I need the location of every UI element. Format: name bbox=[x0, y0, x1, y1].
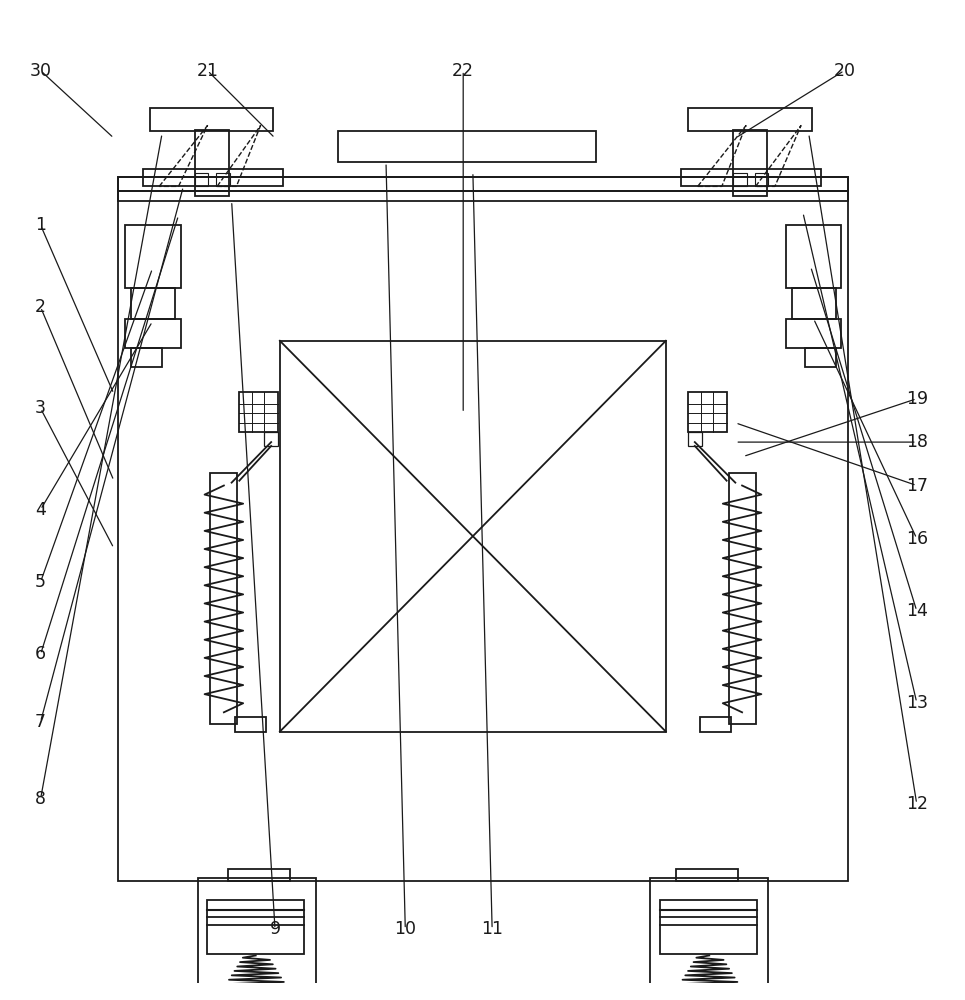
Text: 1: 1 bbox=[35, 216, 46, 234]
Bar bbox=[195, 173, 208, 186]
Bar bbox=[650, 878, 768, 1000]
Text: 16: 16 bbox=[906, 530, 927, 548]
Bar bbox=[280, 341, 666, 732]
Bar bbox=[688, 432, 702, 446]
Bar bbox=[688, 392, 727, 432]
Bar bbox=[210, 473, 237, 724]
Bar bbox=[195, 130, 229, 196]
Text: 30: 30 bbox=[30, 62, 51, 80]
Bar bbox=[118, 177, 848, 191]
Bar bbox=[733, 173, 747, 186]
Bar bbox=[143, 169, 283, 186]
Text: 19: 19 bbox=[906, 390, 927, 408]
Bar bbox=[681, 169, 821, 186]
Bar bbox=[125, 225, 181, 288]
Text: 6: 6 bbox=[35, 645, 46, 663]
Bar bbox=[755, 173, 768, 186]
Bar bbox=[786, 225, 841, 288]
Bar bbox=[338, 131, 596, 162]
Bar bbox=[700, 717, 731, 732]
Bar bbox=[150, 108, 273, 131]
Bar bbox=[125, 319, 181, 348]
Bar bbox=[131, 348, 162, 367]
Bar bbox=[198, 878, 316, 1000]
Bar bbox=[207, 900, 304, 954]
Text: 12: 12 bbox=[906, 795, 927, 813]
Bar bbox=[118, 191, 848, 881]
Text: 5: 5 bbox=[35, 573, 46, 591]
Bar bbox=[729, 473, 756, 724]
Bar bbox=[733, 130, 767, 196]
Bar bbox=[216, 173, 230, 186]
Bar bbox=[118, 177, 848, 201]
Bar bbox=[676, 869, 738, 881]
Bar bbox=[805, 348, 836, 367]
Text: 21: 21 bbox=[197, 62, 218, 80]
Text: 3: 3 bbox=[35, 399, 46, 417]
Bar bbox=[660, 900, 757, 954]
Text: 18: 18 bbox=[906, 433, 927, 451]
Text: 2: 2 bbox=[35, 298, 46, 316]
Text: 22: 22 bbox=[453, 62, 474, 80]
Text: 11: 11 bbox=[482, 920, 503, 938]
Text: 7: 7 bbox=[35, 713, 46, 731]
Text: 9: 9 bbox=[269, 920, 281, 938]
Bar bbox=[786, 319, 841, 348]
Text: 10: 10 bbox=[395, 920, 416, 938]
Text: 20: 20 bbox=[834, 62, 855, 80]
Bar bbox=[228, 869, 290, 881]
Text: 8: 8 bbox=[35, 790, 46, 808]
Bar bbox=[792, 288, 836, 319]
Text: 17: 17 bbox=[906, 477, 927, 495]
Text: 14: 14 bbox=[906, 602, 927, 620]
Bar bbox=[239, 392, 278, 432]
Bar bbox=[131, 288, 175, 319]
Bar bbox=[264, 432, 278, 446]
Text: 4: 4 bbox=[35, 501, 46, 519]
Bar bbox=[688, 108, 812, 131]
Text: 13: 13 bbox=[906, 694, 927, 712]
Bar bbox=[235, 717, 266, 732]
